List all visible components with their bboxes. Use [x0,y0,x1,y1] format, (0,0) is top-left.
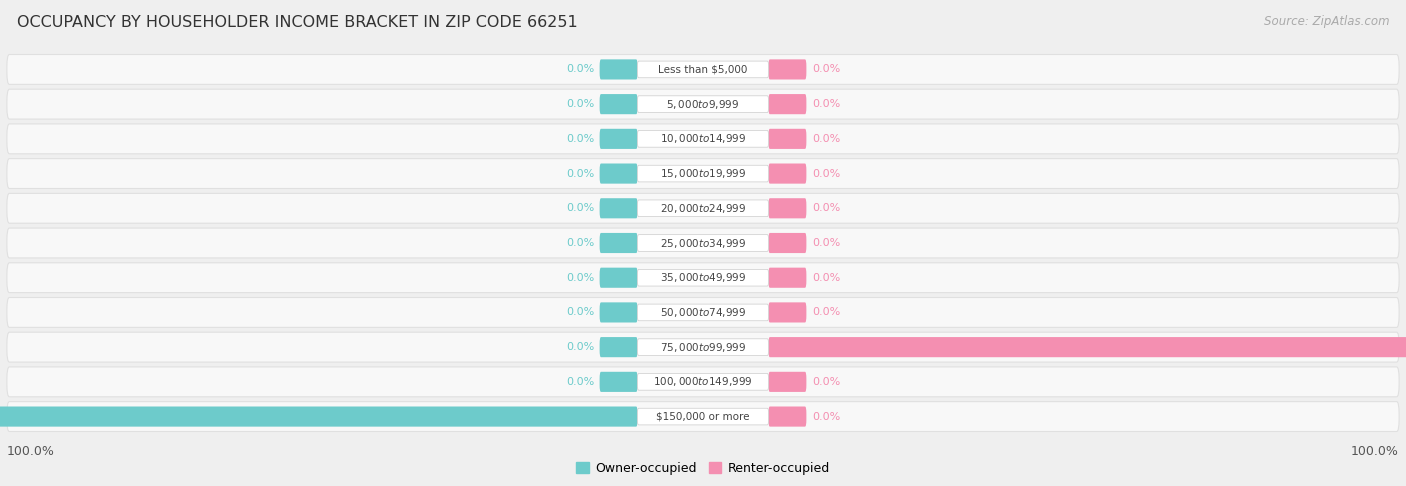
Text: 0.0%: 0.0% [565,65,595,74]
FancyBboxPatch shape [599,302,637,323]
FancyBboxPatch shape [599,268,637,288]
FancyBboxPatch shape [7,263,1399,293]
FancyBboxPatch shape [7,228,1399,258]
FancyBboxPatch shape [599,198,637,218]
Text: $50,000 to $74,999: $50,000 to $74,999 [659,306,747,319]
Text: 0.0%: 0.0% [811,169,841,178]
Legend: Owner-occupied, Renter-occupied: Owner-occupied, Renter-occupied [571,457,835,480]
FancyBboxPatch shape [637,165,769,182]
FancyBboxPatch shape [637,200,769,217]
Text: Less than $5,000: Less than $5,000 [658,65,748,74]
Text: 0.0%: 0.0% [565,134,595,144]
FancyBboxPatch shape [7,124,1399,154]
FancyBboxPatch shape [599,337,637,357]
Text: 0.0%: 0.0% [811,377,841,387]
FancyBboxPatch shape [7,193,1399,223]
FancyBboxPatch shape [637,235,769,251]
FancyBboxPatch shape [599,129,637,149]
FancyBboxPatch shape [637,96,769,112]
FancyBboxPatch shape [769,163,807,184]
FancyBboxPatch shape [769,198,807,218]
FancyBboxPatch shape [599,233,637,253]
FancyBboxPatch shape [769,372,807,392]
Text: $5,000 to $9,999: $5,000 to $9,999 [666,98,740,111]
FancyBboxPatch shape [637,408,769,425]
Text: 0.0%: 0.0% [811,99,841,109]
Text: 0.0%: 0.0% [565,377,595,387]
Text: $10,000 to $14,999: $10,000 to $14,999 [659,132,747,145]
Text: 0.0%: 0.0% [811,273,841,283]
FancyBboxPatch shape [7,54,1399,85]
FancyBboxPatch shape [7,367,1399,397]
FancyBboxPatch shape [769,129,807,149]
FancyBboxPatch shape [637,269,769,286]
Text: $75,000 to $99,999: $75,000 to $99,999 [659,341,747,354]
Text: 0.0%: 0.0% [565,273,595,283]
Text: $150,000 or more: $150,000 or more [657,412,749,421]
FancyBboxPatch shape [637,374,769,390]
FancyBboxPatch shape [769,406,807,427]
FancyBboxPatch shape [769,268,807,288]
Text: 100.0%: 100.0% [1351,445,1399,458]
Text: $35,000 to $49,999: $35,000 to $49,999 [659,271,747,284]
FancyBboxPatch shape [769,302,807,323]
FancyBboxPatch shape [599,163,637,184]
FancyBboxPatch shape [637,61,769,78]
Text: 0.0%: 0.0% [565,238,595,248]
Text: OCCUPANCY BY HOUSEHOLDER INCOME BRACKET IN ZIP CODE 66251: OCCUPANCY BY HOUSEHOLDER INCOME BRACKET … [17,15,578,30]
Text: 0.0%: 0.0% [565,99,595,109]
Text: 0.0%: 0.0% [565,203,595,213]
FancyBboxPatch shape [769,337,1406,357]
Text: 0.0%: 0.0% [811,308,841,317]
FancyBboxPatch shape [637,339,769,355]
Text: $100,000 to $149,999: $100,000 to $149,999 [654,375,752,388]
Text: 0.0%: 0.0% [565,342,595,352]
FancyBboxPatch shape [769,59,807,80]
FancyBboxPatch shape [7,158,1399,189]
Text: Source: ZipAtlas.com: Source: ZipAtlas.com [1264,15,1389,28]
FancyBboxPatch shape [0,406,637,427]
FancyBboxPatch shape [637,131,769,147]
Text: 0.0%: 0.0% [565,308,595,317]
FancyBboxPatch shape [769,94,807,114]
FancyBboxPatch shape [769,233,807,253]
Text: $25,000 to $34,999: $25,000 to $34,999 [659,237,747,249]
FancyBboxPatch shape [599,94,637,114]
FancyBboxPatch shape [599,59,637,80]
FancyBboxPatch shape [637,304,769,321]
FancyBboxPatch shape [7,332,1399,362]
Text: 0.0%: 0.0% [811,412,841,421]
FancyBboxPatch shape [7,89,1399,119]
FancyBboxPatch shape [7,297,1399,328]
FancyBboxPatch shape [599,372,637,392]
Text: $15,000 to $19,999: $15,000 to $19,999 [659,167,747,180]
Text: 0.0%: 0.0% [811,134,841,144]
FancyBboxPatch shape [7,401,1399,432]
Text: 0.0%: 0.0% [811,238,841,248]
Text: 0.0%: 0.0% [811,203,841,213]
Text: 0.0%: 0.0% [811,65,841,74]
Text: $20,000 to $24,999: $20,000 to $24,999 [659,202,747,215]
Text: 0.0%: 0.0% [565,169,595,178]
Text: 100.0%: 100.0% [7,445,55,458]
